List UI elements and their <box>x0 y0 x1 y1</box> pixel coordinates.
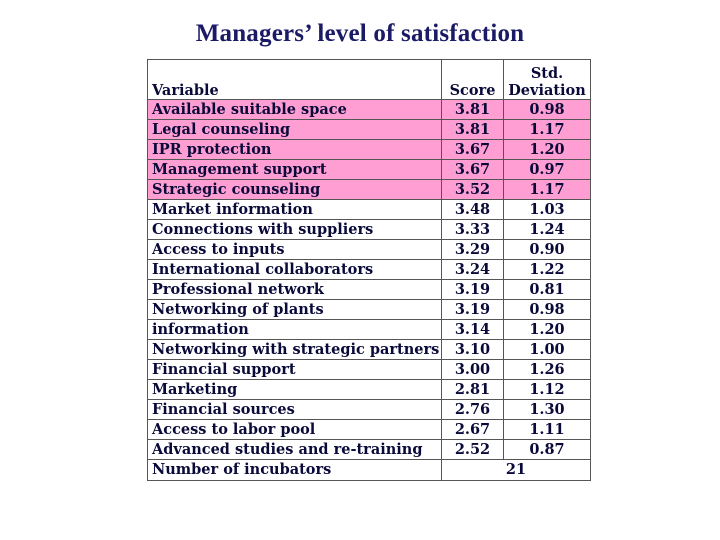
cell-variable: Access to inputs <box>147 239 442 260</box>
table-body: Available suitable space 3.81 0.98 Legal co… <box>147 99 591 460</box>
cell-std-deviation: 1.20 <box>503 139 591 160</box>
cell-score: 3.00 <box>441 359 504 380</box>
table-row: Networking of plants 3.19 0.98 <box>147 299 591 320</box>
header-score: Score <box>441 59 504 100</box>
cell-score: 3.81 <box>441 119 504 140</box>
cell-variable: Financial sources <box>147 399 442 420</box>
table-row: International collaborators 3.24 1.22 <box>147 259 591 280</box>
footer-value: 21 <box>441 459 591 481</box>
cell-variable: Management support <box>147 159 442 180</box>
cell-std-deviation: 1.30 <box>503 399 591 420</box>
footer-row: Number of incubators 21 <box>147 459 591 481</box>
cell-std-deviation: 1.00 <box>503 339 591 360</box>
cell-std-deviation: 1.11 <box>503 419 591 440</box>
cell-score: 3.48 <box>441 199 504 220</box>
cell-score: 3.52 <box>441 179 504 200</box>
header-std-line2: Deviation <box>508 82 586 99</box>
table-row: Professional network 3.19 0.81 <box>147 279 591 300</box>
cell-variable: Connections with suppliers <box>147 219 442 240</box>
cell-score: 3.24 <box>441 259 504 280</box>
table-footer: Number of incubators 21 <box>147 459 591 481</box>
cell-std-deviation: 0.87 <box>503 439 591 460</box>
cell-variable: Market information <box>147 199 442 220</box>
cell-std-deviation: 1.03 <box>503 199 591 220</box>
cell-score: 2.52 <box>441 439 504 460</box>
cell-variable: Legal counseling <box>147 119 442 140</box>
cell-std-deviation: 1.22 <box>503 259 591 280</box>
table-row: IPR protection 3.67 1.20 <box>147 139 591 160</box>
cell-std-deviation: 1.20 <box>503 319 591 340</box>
table-row: Legal counseling 3.81 1.17 <box>147 119 591 140</box>
satisfaction-table-container: Variable Score Std. Deviation Available s… <box>147 59 591 481</box>
cell-score: 3.29 <box>441 239 504 260</box>
cell-variable: IPR protection <box>147 139 442 160</box>
cell-score: 2.67 <box>441 419 504 440</box>
cell-std-deviation: 1.24 <box>503 219 591 240</box>
table-row: Connections with suppliers 3.33 1.24 <box>147 219 591 240</box>
header-variable: Variable <box>147 59 442 100</box>
header-row: Variable Score Std. Deviation <box>147 59 591 100</box>
cell-score: 3.67 <box>441 159 504 180</box>
header-std-line1: Std. <box>530 65 564 82</box>
cell-variable: Access to labor pool <box>147 419 442 440</box>
cell-variable: Networking of plants <box>147 299 442 320</box>
table-row: Advanced studies and re-training 2.52 0.87 <box>147 439 591 460</box>
cell-score: 3.67 <box>441 139 504 160</box>
cell-score: 2.81 <box>441 379 504 400</box>
cell-std-deviation: 0.97 <box>503 159 591 180</box>
cell-variable: Strategic counseling <box>147 179 442 200</box>
cell-variable: information <box>147 319 442 340</box>
footer-label: Number of incubators <box>147 459 442 481</box>
table-row: Market information 3.48 1.03 <box>147 199 591 220</box>
cell-score: 3.81 <box>441 99 504 120</box>
cell-variable: Networking with strategic partners <box>147 339 442 360</box>
table-row: Access to labor pool 2.67 1.11 <box>147 419 591 440</box>
cell-variable: Financial support <box>147 359 442 380</box>
cell-std-deviation: 0.98 <box>503 99 591 120</box>
table-row: information 3.14 1.20 <box>147 319 591 340</box>
table-row: Marketing 2.81 1.12 <box>147 379 591 400</box>
cell-score: 3.19 <box>441 279 504 300</box>
cell-variable: International collaborators <box>147 259 442 280</box>
cell-score: 2.76 <box>441 399 504 420</box>
cell-variable: Marketing <box>147 379 442 400</box>
cell-std-deviation: 1.12 <box>503 379 591 400</box>
satisfaction-table: Variable Score Std. Deviation Available s… <box>147 59 591 481</box>
table-row: Networking with strategic partners 3.10 1.… <box>147 339 591 360</box>
table-row: Financial sources 2.76 1.30 <box>147 399 591 420</box>
slide-title: Managers’ level of satisfaction <box>195 20 525 47</box>
cell-variable: Advanced studies and re-training <box>147 439 442 460</box>
table-header: Variable Score Std. Deviation <box>147 59 591 100</box>
cell-score: 3.10 <box>441 339 504 360</box>
table-row: Strategic counseling 3.52 1.17 <box>147 179 591 200</box>
table-row: Access to inputs 3.29 0.90 <box>147 239 591 260</box>
cell-std-deviation: 0.81 <box>503 279 591 300</box>
cell-std-deviation: 0.90 <box>503 239 591 260</box>
cell-std-deviation: 0.98 <box>503 299 591 320</box>
cell-score: 3.19 <box>441 299 504 320</box>
cell-std-deviation: 1.26 <box>503 359 591 380</box>
header-std-deviation: Std. Deviation <box>503 59 591 100</box>
cell-variable: Professional network <box>147 279 442 300</box>
cell-std-deviation: 1.17 <box>503 179 591 200</box>
cell-score: 3.14 <box>441 319 504 340</box>
table-row: Management support 3.67 0.97 <box>147 159 591 180</box>
cell-std-deviation: 1.17 <box>503 119 591 140</box>
cell-score: 3.33 <box>441 219 504 240</box>
cell-variable: Available suitable space <box>147 99 442 120</box>
table-row: Financial support 3.00 1.26 <box>147 359 591 380</box>
table-row: Available suitable space 3.81 0.98 <box>147 99 591 120</box>
